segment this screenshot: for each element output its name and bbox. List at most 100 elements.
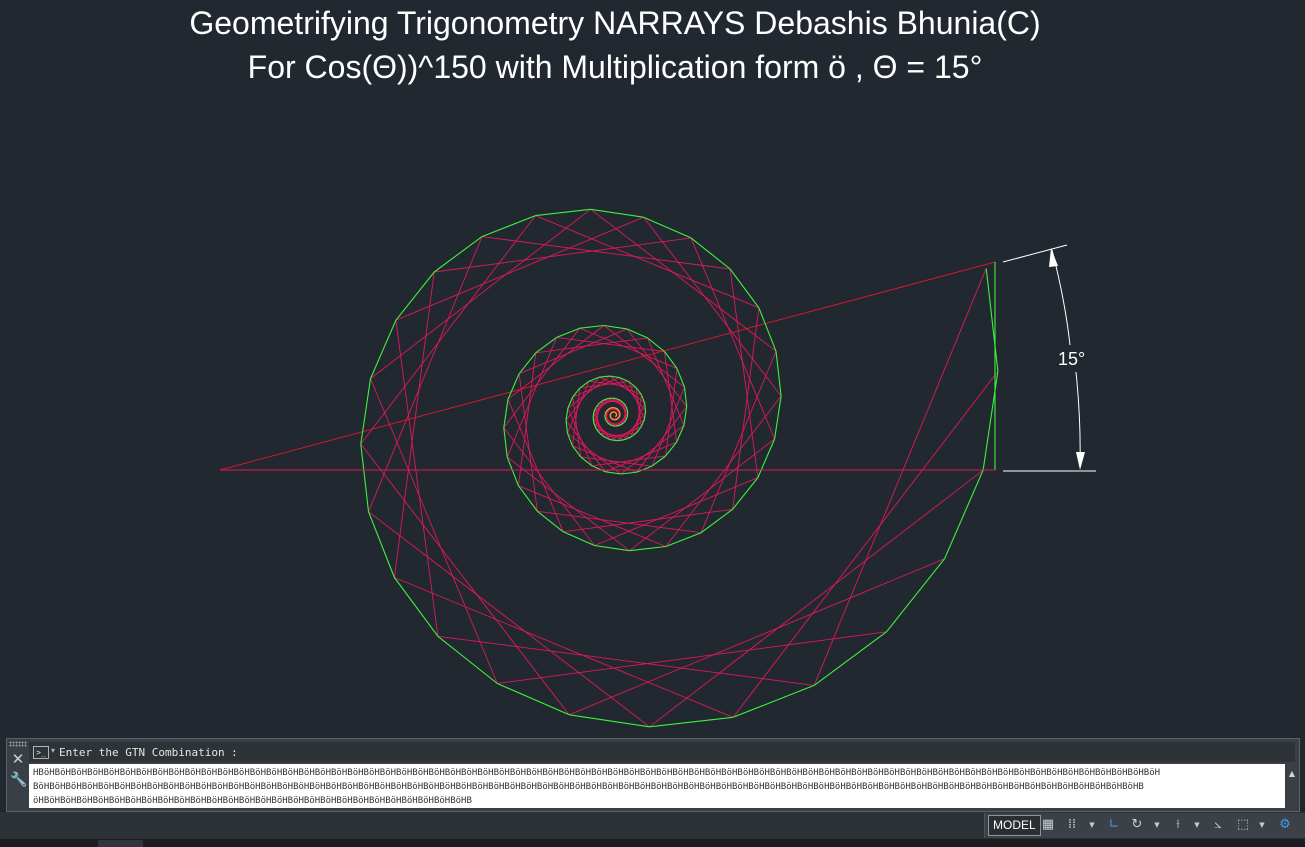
star-line: [507, 325, 605, 400]
star-line: [572, 396, 582, 457]
chevron-down-icon[interactable]: ▼: [1194, 821, 1200, 829]
model-space-button[interactable]: MODEL: [988, 815, 1041, 836]
status-bar: MODEL ▦ ⁞⁞ ▼ ∟ ↻ ▼ ⟊ ▼ ⦣ ⬚ ▼ ⚙: [0, 812, 1305, 839]
star-line: [394, 577, 734, 718]
polygon-edge: [618, 415, 621, 418]
polygon-edge: [535, 336, 557, 354]
polygon-edge: [503, 427, 508, 458]
star-line: [636, 394, 642, 433]
polygon-edge: [588, 376, 600, 382]
polygon-edge: [610, 439, 617, 442]
command-history: >_ ▾ Enter the GTN Combination :: [29, 742, 1295, 762]
polygon-edge: [623, 402, 627, 407]
polygon-edge: [565, 408, 569, 421]
polygon-edge: [640, 394, 646, 404]
polygon-edge: [592, 411, 595, 418]
chevron-down-icon[interactable]: ▼: [1154, 821, 1160, 829]
panel-grip-handle[interactable]: [9, 741, 27, 747]
polygon-edge: [567, 396, 574, 409]
star-line: [623, 411, 646, 441]
polygon-edge: [649, 716, 734, 728]
polygon-edge: [982, 371, 999, 471]
star-line: [572, 445, 637, 473]
polygon-edge: [579, 380, 590, 389]
layout-tab[interactable]: [98, 840, 143, 847]
polygon-edge: [616, 398, 621, 401]
polygon-edge: [604, 436, 611, 441]
star-line: [619, 400, 628, 418]
polygon-edge: [556, 327, 581, 338]
polygon-edge: [610, 411, 613, 414]
star-line: [567, 432, 621, 475]
ortho-icon[interactable]: ∟: [1108, 817, 1120, 832]
chevron-down-icon[interactable]: ▾: [51, 746, 56, 755]
dimension-arc-lower: [1075, 371, 1081, 467]
polygon-edge: [598, 399, 604, 404]
star-line: [611, 397, 628, 411]
star-line: [395, 320, 439, 637]
star-line: [616, 419, 645, 442]
polygon-edge: [607, 408, 610, 411]
polygon-edge: [626, 328, 648, 339]
polygon-edge: [433, 236, 483, 273]
star-line: [370, 208, 591, 379]
star-line: [592, 417, 611, 440]
object-snap-tracking-icon[interactable]: ⟊: [1176, 817, 1180, 832]
polygon-edge: [507, 373, 520, 400]
workspace-icon[interactable]: ⚙: [1279, 817, 1291, 832]
isodraft-icon[interactable]: ⦣: [1214, 817, 1222, 832]
star-line: [571, 387, 581, 446]
star-line: [732, 371, 999, 718]
polygon-edge: [602, 398, 608, 401]
polygon-edge: [647, 337, 665, 352]
polygon-edge: [619, 377, 629, 383]
status-tray: MODEL ▦ ⁞⁞ ▼ ∟ ↻ ▼ ⟊ ▼ ⦣ ⬚ ▼ ⚙: [984, 813, 1305, 838]
chevron-down-icon[interactable]: ▼: [1259, 821, 1265, 829]
wrench-icon[interactable]: 🔧: [10, 772, 28, 788]
polygon-edge: [676, 368, 686, 388]
selection-cycling-icon[interactable]: ⬚: [1236, 817, 1250, 832]
command-input[interactable]: HBöHBöHBöHBöHBöHBöHBöHBöHBöHBöHBöHBöHBöH…: [29, 764, 1285, 808]
polygon-edge: [369, 319, 397, 379]
polygon-edge: [609, 407, 612, 410]
star-line: [437, 635, 815, 686]
star-line: [565, 376, 600, 421]
scroll-up-icon[interactable]: ▲: [1288, 769, 1296, 778]
star-line: [593, 422, 618, 442]
polygon-edge: [683, 387, 688, 407]
star-line: [395, 216, 644, 321]
chevron-down-icon[interactable]: ▼: [1089, 821, 1095, 829]
polygon-edge: [690, 237, 731, 270]
star-line: [651, 387, 685, 467]
star-line: [616, 398, 629, 414]
polygon-edge: [732, 477, 759, 510]
star-line: [588, 380, 637, 388]
close-icon[interactable]: ✕: [11, 750, 25, 768]
polygon-edge: [620, 471, 637, 475]
dimension-arrow-top: [1049, 248, 1058, 267]
polygon-edge: [595, 402, 600, 408]
polygon-edge: [700, 508, 733, 534]
star-line: [629, 438, 775, 552]
star-line: [569, 558, 945, 716]
star-line: [665, 395, 782, 547]
polygon-edge: [579, 324, 604, 329]
polygon-edge: [604, 411, 607, 414]
star-line: [579, 327, 678, 369]
polygon-edge: [985, 268, 999, 372]
star-line: [393, 271, 435, 578]
polar-tracking-icon[interactable]: ↻: [1131, 817, 1143, 832]
grid-icon[interactable]: ▦: [1041, 817, 1055, 832]
snap-icon[interactable]: ⁞⁞: [1067, 817, 1077, 832]
star-line: [535, 337, 648, 354]
command-input-line: öHBöHBöHBöHBöHBöHBöHBöHBöHBöHBöHBöHBöHBö…: [33, 796, 472, 806]
star-line: [370, 378, 498, 684]
star-line: [518, 373, 538, 512]
star-line: [595, 398, 617, 408]
polygon-edge: [944, 469, 984, 559]
polygon-edge: [437, 635, 498, 684]
star-line: [665, 368, 678, 457]
polygon-edge: [616, 417, 619, 420]
polygon-edge: [599, 432, 605, 438]
command-prompt-icon[interactable]: >_: [33, 746, 49, 759]
